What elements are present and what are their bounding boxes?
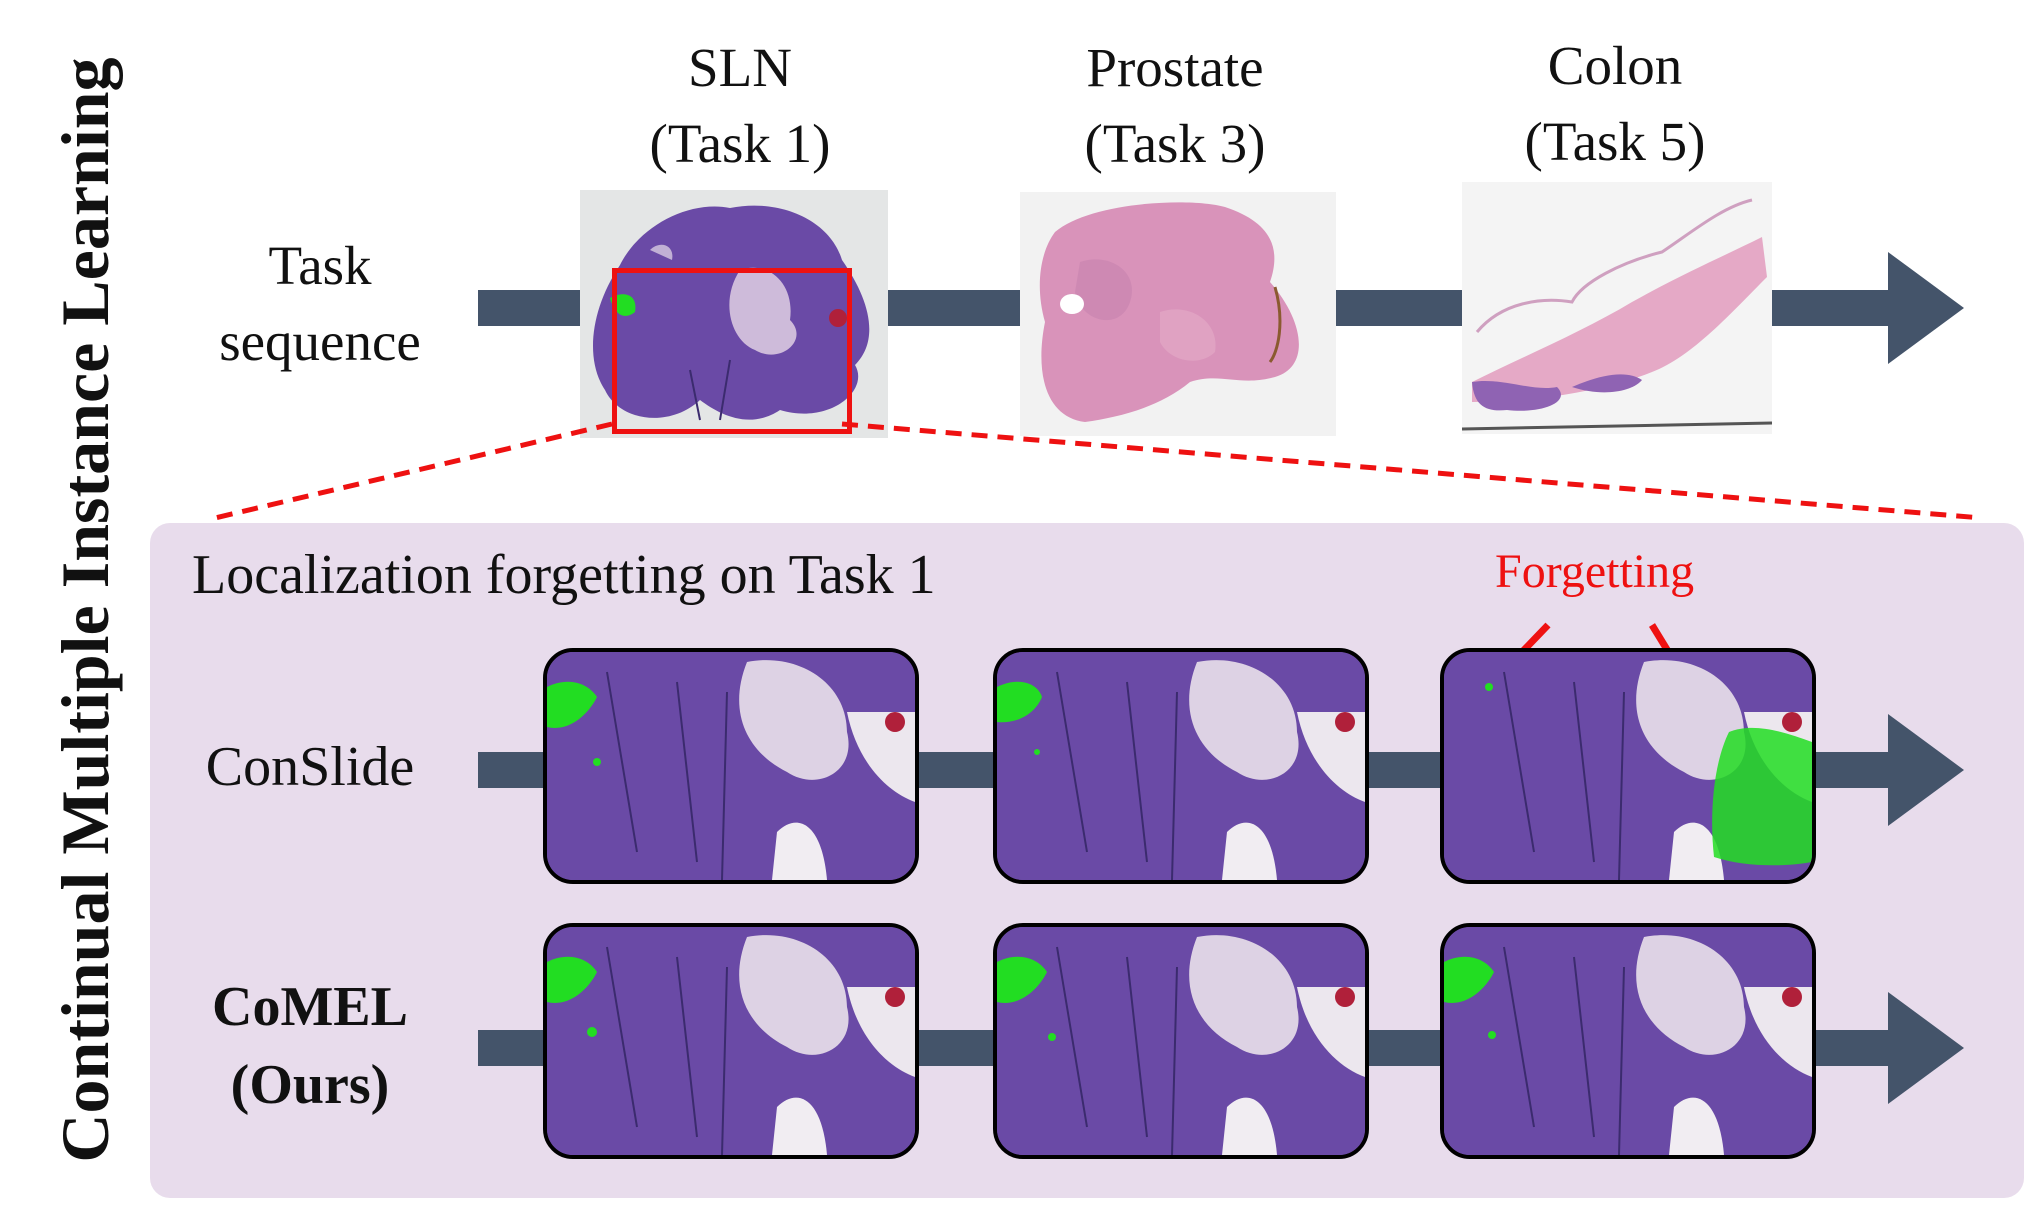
conslide-heatmap-task5 [1440,648,1816,884]
row-label-line: (Ours) [230,1054,390,1116]
conslide-arrow-head [1888,714,1964,826]
task-name: SLN [688,37,792,98]
task-number: (Task 5) [1524,111,1706,172]
panel-heading: Localization forgetting on Task 1 [192,544,936,606]
task-name: Prostate [1086,37,1264,98]
comel-heatmap-task3 [993,923,1369,1159]
task-label-prostate: Prostate (Task 3) [1015,30,1335,182]
comel-arrow-head [1888,992,1964,1104]
task-name: Colon [1547,35,1683,96]
forgetting-label: Forgetting [1495,545,1695,598]
task-sequence-arrow-head [1888,252,1964,364]
task-sequence-label: Task sequence [190,228,450,380]
task-number: (Task 1) [649,113,831,174]
task-sequence-label-line-2: sequence [219,311,421,372]
conslide-heatmap-task3 [993,648,1369,884]
conslide-heatmap-task1 [543,648,919,884]
task-label-colon: Colon (Task 5) [1455,28,1775,180]
task-number: (Task 3) [1084,113,1266,174]
zoom-line-left [214,421,613,521]
sln-zoom-box [612,268,852,434]
comel-heatmap-task1 [543,923,919,1159]
colon-slide-image [1461,182,1773,434]
task-sequence-label-line-1: Task [268,235,372,296]
row-label-line: CoMEL [212,976,408,1038]
comel-heatmap-task5 [1440,923,1816,1159]
row-label-line: ConSlide [205,736,415,798]
sln-slide-image [580,190,888,438]
prostate-slide-image [1020,192,1336,436]
row-label-conslide: ConSlide [170,728,450,806]
row-label-comel: CoMEL (Ours) [170,968,450,1124]
zoom-line-right [841,421,1983,521]
task-label-sln: SLN (Task 1) [580,30,900,182]
